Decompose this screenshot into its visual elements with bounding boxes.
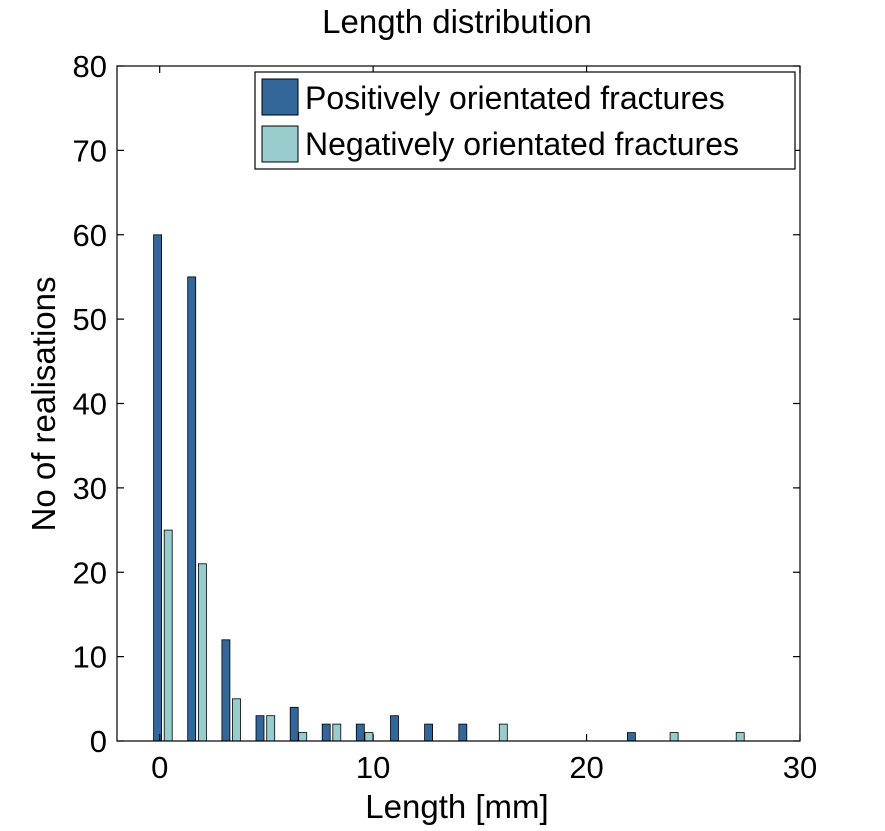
x-tick-label-10: 10 bbox=[356, 750, 390, 785]
y-tick-label-40: 40 bbox=[73, 387, 107, 422]
plot-area-frame bbox=[116, 65, 801, 742]
legend-box bbox=[254, 71, 796, 170]
bar-series-0-point-6 bbox=[355, 723, 365, 742]
bar-series-1-point-1 bbox=[197, 563, 207, 742]
x-tick-label-0: 0 bbox=[151, 750, 168, 785]
y-tick-label-80: 80 bbox=[73, 49, 107, 84]
ticks-layer: 0 10 20 30 0 10 20 30 40 50 60 70 80 bbox=[73, 49, 818, 785]
bar-series-1-point-5 bbox=[332, 723, 342, 742]
y-tick-label-0: 0 bbox=[90, 724, 107, 759]
bar-series-0-point-1 bbox=[187, 276, 197, 742]
bars-layer bbox=[153, 234, 745, 742]
bar-series-0-point-5 bbox=[321, 723, 331, 742]
x-tick-label-20: 20 bbox=[569, 750, 603, 785]
bar-series-0-point-7 bbox=[390, 715, 399, 742]
bar-series-1-point-8 bbox=[669, 732, 679, 742]
bar-series-0-point-3 bbox=[255, 715, 265, 742]
chart-title: Length distribution bbox=[322, 3, 592, 40]
legend-swatch-positive bbox=[261, 78, 299, 116]
bar-series-0-point-10 bbox=[627, 732, 636, 742]
bar-series-1-point-0 bbox=[163, 529, 173, 742]
y-tick-label-70: 70 bbox=[73, 133, 107, 168]
bar-series-1-point-4 bbox=[298, 732, 308, 742]
bar-series-1-point-2 bbox=[232, 698, 241, 742]
legend-swatch-negative bbox=[261, 125, 299, 163]
bar-series-0-point-8 bbox=[424, 723, 434, 742]
y-tick-label-60: 60 bbox=[73, 218, 107, 253]
bar-series-1-point-3 bbox=[266, 715, 276, 742]
y-tick-label-50: 50 bbox=[73, 302, 107, 337]
bar-series-1-point-9 bbox=[735, 732, 745, 742]
bar-series-0-point-2 bbox=[221, 639, 231, 742]
legend: Positively orientated fractures Negative… bbox=[254, 71, 796, 170]
bar-series-0-point-4 bbox=[289, 706, 299, 742]
y-tick-label-20: 20 bbox=[73, 555, 107, 590]
y-tick-label-30: 30 bbox=[73, 471, 107, 506]
legend-label-positive: Positively orientated fractures bbox=[305, 80, 725, 116]
y-axis-label: No of realisations bbox=[25, 277, 62, 532]
bar-series-1-point-6 bbox=[364, 732, 374, 742]
bar-series-0-point-9 bbox=[458, 723, 468, 742]
bar-series-0-point-0 bbox=[153, 234, 163, 742]
bar-series-1-point-7 bbox=[498, 723, 508, 742]
x-tick-label-30: 30 bbox=[783, 750, 817, 785]
x-axis-label: Length [mm] bbox=[365, 788, 548, 825]
legend-label-negative: Negatively orientated fractures bbox=[305, 126, 739, 162]
y-tick-label-10: 10 bbox=[73, 640, 107, 675]
